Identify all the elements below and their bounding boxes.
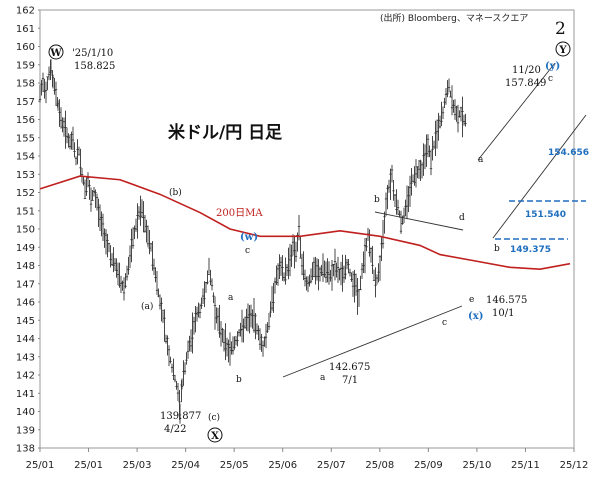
x-tick-label: 25/09 <box>414 460 443 471</box>
y-tick-label: 154 <box>16 152 35 163</box>
x-tick-label: 25/08 <box>365 460 394 471</box>
label-a-oct: a <box>478 155 484 165</box>
y-tick-label: 147 <box>16 279 35 290</box>
y-tick-label: 146 <box>16 298 35 309</box>
oct-value: 146.575 <box>486 295 527 306</box>
chart-title: 米ドル/円 日足 <box>168 122 282 143</box>
channel-upper <box>477 62 556 161</box>
wave-y-circle <box>555 41 571 57</box>
y-tick-label: 148 <box>16 261 35 272</box>
y-tick-label: 161 <box>16 24 35 35</box>
x-low-date: 4/22 <box>164 424 186 435</box>
ma-label: 200日MA <box>216 208 263 219</box>
trendline-upper <box>374 211 464 231</box>
jul-low-value: 142.675 <box>329 362 370 373</box>
label-paren-a: (a) <box>141 301 153 312</box>
w-value: 158.825 <box>74 61 115 72</box>
y-tick-label: 140 <box>16 407 35 418</box>
nov-date: 11/20 <box>512 65 541 76</box>
x-tick-label: 25/05 <box>220 460 249 471</box>
ma200-line <box>39 175 571 270</box>
x-tick-label: 25/03 <box>123 460 152 471</box>
label-c-nov: c <box>548 74 553 84</box>
level-151540: 151.540 <box>525 210 566 220</box>
x-tick-label: 25/01 <box>74 460 103 471</box>
plot-frame <box>39 9 575 449</box>
wave-w-circle <box>48 44 64 60</box>
price-bars <box>38 59 467 424</box>
y-tick-label: 139 <box>16 425 35 436</box>
label-b-oct: b <box>494 244 500 254</box>
y-tick-label: 160 <box>16 42 35 53</box>
y-tick-label: 159 <box>16 60 35 71</box>
x-tick-label: 25/04 <box>171 460 200 471</box>
label-c-sep: c <box>442 318 447 328</box>
y-tick-label: 138 <box>16 444 35 455</box>
channel-lower <box>492 114 587 239</box>
y-tick-label: 150 <box>16 225 35 236</box>
x-low-value: 139.877 <box>160 411 201 422</box>
wave-x-label: X <box>211 431 219 442</box>
x-tick-label: 25/12 <box>560 460 589 471</box>
y-tick-label: 144 <box>16 334 35 345</box>
wave-x-circle <box>207 427 223 443</box>
trendline-lower <box>282 305 463 378</box>
label-b-may: b <box>236 375 242 385</box>
y-tick-label: 153 <box>16 170 35 181</box>
label-c-may: c <box>245 246 250 256</box>
y-tick-label: 145 <box>16 316 35 327</box>
y-tick-label: 156 <box>16 115 35 126</box>
label-x-blue: (x) <box>468 311 483 322</box>
y-axis: 138 139 140 141 142 143 144 145 146 147 148 149 150 1… <box>16 6 40 455</box>
y-tick-label: 155 <box>16 133 35 144</box>
oct-date: 10/1 <box>492 308 514 319</box>
label-y-blue: (y) <box>545 61 560 72</box>
label-w-blue: (w) <box>240 232 258 243</box>
label-a-jul: a <box>320 373 326 383</box>
nov-value: 157.849 <box>505 78 546 89</box>
level-149375: 149.375 <box>510 245 551 255</box>
x-axis: 25/01 25/01 25/03 25/04 25/05 25/06 25/07 25/08… <box>26 448 589 471</box>
source-label: (出所) Bloomberg、マネースクエア <box>380 12 528 24</box>
wave-y-label: Y <box>558 45 567 56</box>
level-154656: 154.656 <box>548 148 589 158</box>
wave-number: 2 <box>555 19 566 39</box>
y-tick-label: 152 <box>16 188 35 199</box>
y-tick-label: 158 <box>16 79 35 90</box>
wave-w-label: W <box>49 48 62 59</box>
label-e-oct: e <box>469 295 474 305</box>
y-tick-label: 143 <box>16 352 35 363</box>
label-paren-b: (b) <box>169 187 182 198</box>
y-tick-label: 157 <box>16 97 35 108</box>
x-tick-label: 25/10 <box>462 460 491 471</box>
x-tick-label: 25/07 <box>317 460 346 471</box>
y-tick-label: 151 <box>16 206 35 217</box>
jul-low-date: 7/1 <box>342 375 358 386</box>
w-date: '25/1/10 <box>72 48 113 59</box>
label-b-aug: b <box>374 195 380 205</box>
y-tick-label: 162 <box>16 6 35 17</box>
y-tick-label: 149 <box>16 243 35 254</box>
y-tick-label: 141 <box>16 389 35 400</box>
x-tick-label: 25/06 <box>268 460 297 471</box>
x-tick-label: 25/01 <box>26 460 55 471</box>
label-paren-c: (c) <box>208 412 220 423</box>
y-tick-label: 142 <box>16 371 35 382</box>
x-tick-label: 25/11 <box>511 460 540 471</box>
label-a-may: a <box>228 293 234 303</box>
label-d-sep: d <box>459 213 465 223</box>
